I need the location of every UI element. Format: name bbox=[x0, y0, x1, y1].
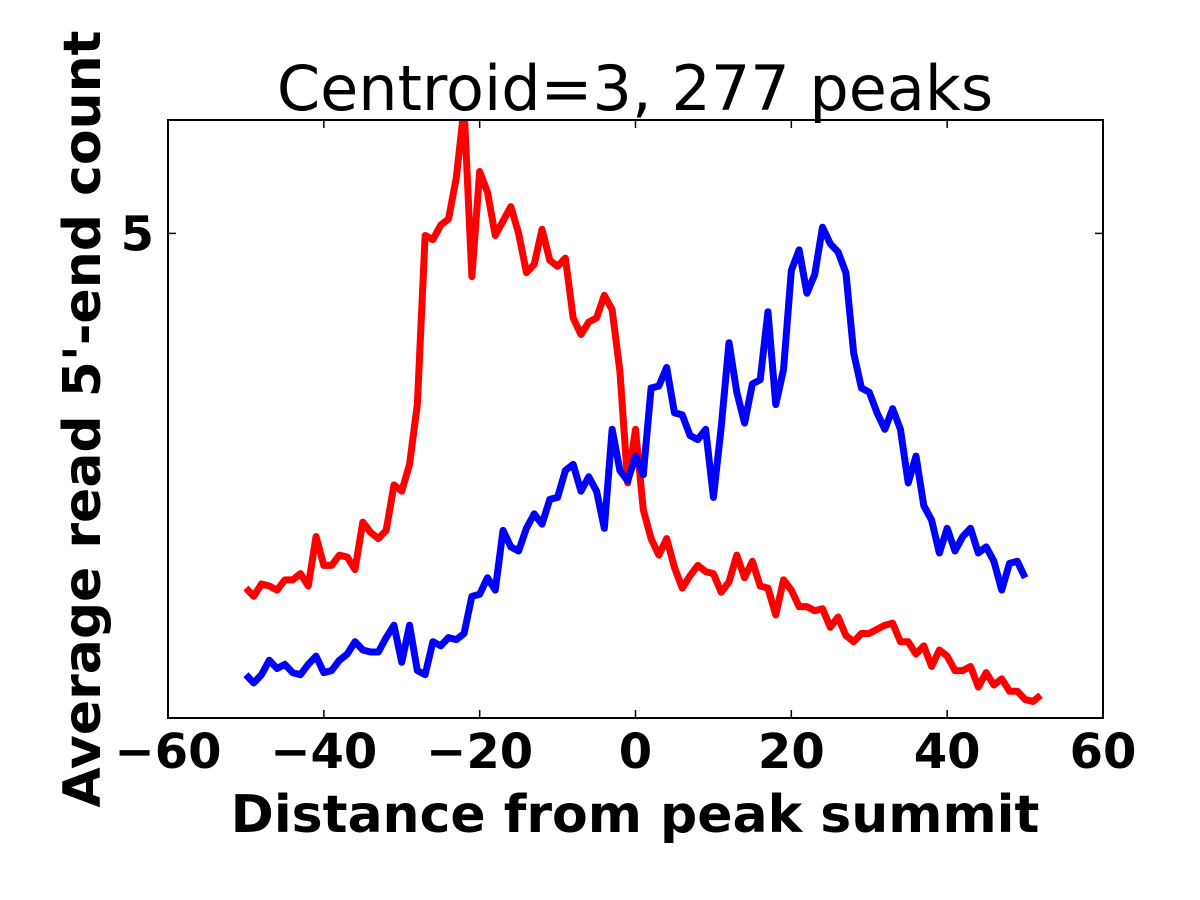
x-tick-label: 20 bbox=[758, 724, 825, 780]
series-line-1 bbox=[243, 120, 1043, 705]
series-layer bbox=[243, 120, 1043, 705]
x-tick-label: 40 bbox=[914, 724, 981, 780]
tick-layer: −60 −40 −20 0 20 40 60 5 bbox=[114, 120, 1136, 780]
y-axis-label: Average read 5'-end count bbox=[53, 31, 113, 808]
x-axis-label: Distance from peak summit bbox=[231, 785, 1040, 845]
plot-frame bbox=[167, 119, 1104, 719]
x-tick-label: −60 bbox=[114, 724, 221, 780]
y-tick-label: 5 bbox=[121, 206, 154, 262]
x-tick-label: −40 bbox=[270, 724, 377, 780]
chart-title: Centroid=3, 277 peaks bbox=[277, 52, 993, 125]
x-tick-label: 60 bbox=[1070, 724, 1137, 780]
x-tick-label: 0 bbox=[619, 724, 652, 780]
series-line-2 bbox=[243, 223, 1029, 687]
x-tick-label: −20 bbox=[426, 724, 533, 780]
